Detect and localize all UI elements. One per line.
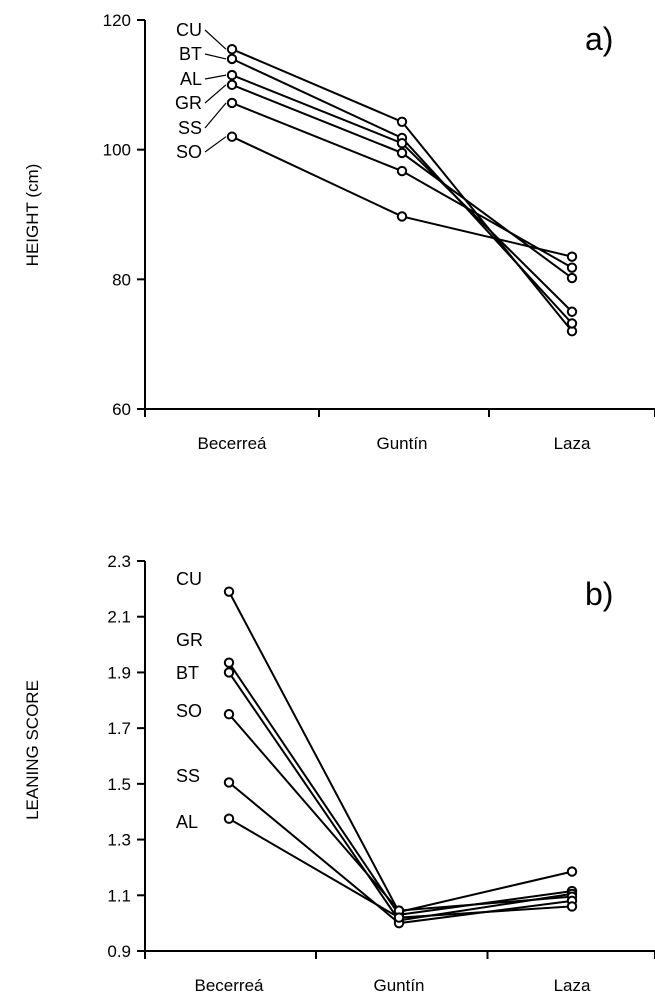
data-point-ss xyxy=(223,777,235,788)
series-label-al: AL xyxy=(180,69,202,89)
data-point-al xyxy=(226,69,238,81)
y-tick-label: 0.9 xyxy=(107,942,131,961)
data-point-bt xyxy=(226,53,238,65)
series-label-cu: CU xyxy=(176,20,202,40)
data-point-al xyxy=(223,813,235,824)
leader-line xyxy=(204,102,227,129)
y-tick-label: 120 xyxy=(103,11,131,30)
chart-panel-2: 0.9 1.1 1.3 1.5 1.7 1.9 2.1 2.3 Becerreá Guntín La… xyxy=(23,552,655,995)
data-point-ss xyxy=(396,165,408,177)
data-point-ss xyxy=(226,97,238,109)
data-point-so xyxy=(223,709,235,720)
y-tick-label: 1.1 xyxy=(107,886,131,905)
x-tick-label: Laza xyxy=(554,434,591,453)
y-tick-label: 1.9 xyxy=(107,663,131,682)
y-axis-title: HEIGHT (cm) xyxy=(23,164,42,267)
series-line-gr xyxy=(228,662,573,916)
leader-line xyxy=(204,84,227,104)
leader-line xyxy=(204,136,227,153)
leader-line xyxy=(204,74,227,80)
series-line-al xyxy=(231,74,573,313)
data-point-cu xyxy=(223,586,235,597)
data-point-al xyxy=(566,306,578,317)
data-point-gr xyxy=(566,272,578,284)
y-tick-label: 60 xyxy=(112,400,131,419)
data-point-al xyxy=(393,912,405,923)
data-point-gr xyxy=(223,657,235,668)
y-tick-label: 1.3 xyxy=(107,831,131,850)
data-point-cu xyxy=(566,866,578,877)
series-label-gr: GR xyxy=(176,630,203,650)
series-line-cu xyxy=(228,591,573,914)
y-tick-label: 80 xyxy=(112,270,131,289)
data-point-bt xyxy=(566,318,578,329)
x-tick-label: Becerreá xyxy=(195,976,265,995)
data-point-gr xyxy=(226,79,238,91)
y-tick-label: 2.3 xyxy=(107,552,131,571)
series-line-bt xyxy=(231,57,573,325)
series-label-cu: CU xyxy=(176,569,202,589)
y-tick-label: 2.1 xyxy=(107,608,131,627)
series-label-ss: SS xyxy=(176,766,200,786)
series-label-so: SO xyxy=(176,701,202,721)
data-point-ss xyxy=(566,262,578,273)
x-tick-label: Guntín xyxy=(376,434,427,453)
y-tick-label: 100 xyxy=(103,141,131,160)
y-tick-label: 1.5 xyxy=(107,775,131,794)
leader-line xyxy=(204,53,227,60)
data-point-gr xyxy=(396,147,408,159)
series-label-bt: BT xyxy=(179,44,202,64)
data-point-cu xyxy=(396,116,408,127)
data-point-so xyxy=(226,131,238,142)
leader-line xyxy=(204,29,227,50)
panel-label: b) xyxy=(585,576,613,612)
series-label-gr: GR xyxy=(175,93,202,113)
series-line-ss xyxy=(231,102,573,269)
chart-panel-1: 60 80 100 120 Becerreá Guntín Laza HEIGHT (cm) a… xyxy=(23,11,655,453)
data-point-so xyxy=(396,211,408,222)
series-label-bt: BT xyxy=(176,663,199,683)
series-label-al: AL xyxy=(176,812,198,832)
panel-label: a) xyxy=(585,21,613,57)
series-label-ss: SS xyxy=(178,118,202,138)
x-tick-label: Laza xyxy=(554,976,591,995)
series-line-gr xyxy=(231,83,573,279)
data-point-so xyxy=(566,251,578,262)
series-line-cu xyxy=(231,48,573,332)
y-axis-title: LEANING SCORE xyxy=(23,680,42,820)
data-point-al xyxy=(566,901,578,912)
data-point-al xyxy=(396,137,408,149)
x-tick-label: Guntín xyxy=(373,976,424,995)
series-line-so xyxy=(228,713,573,912)
data-point-bt xyxy=(223,667,235,678)
x-tick-label: Becerreá xyxy=(198,434,268,453)
y-tick-label: 1.7 xyxy=(107,719,131,738)
series-label-so: SO xyxy=(176,142,202,162)
data-point-cu xyxy=(226,43,238,55)
